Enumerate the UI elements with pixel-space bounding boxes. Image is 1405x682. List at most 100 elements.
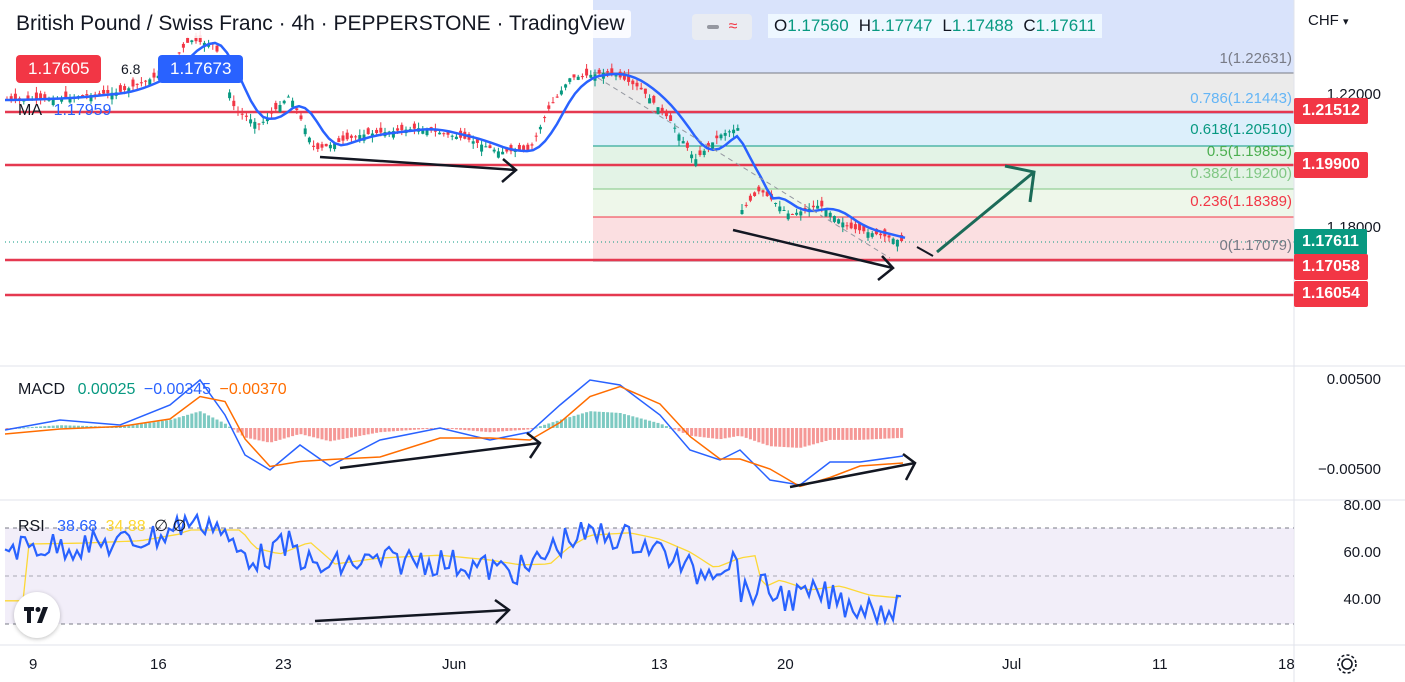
- candle-body: [102, 89, 106, 94]
- macd-bar: [589, 411, 593, 428]
- candle-body: [68, 97, 72, 103]
- macd-bar: [76, 425, 80, 428]
- macd-bar: [135, 424, 139, 428]
- candle-body: [513, 150, 517, 152]
- macd-bar: [114, 426, 118, 428]
- candle-body: [538, 126, 542, 130]
- candle-body: [547, 105, 551, 109]
- macd-bar: [887, 428, 891, 439]
- fib-zone-4: [593, 189, 1294, 217]
- indicator-toggle[interactable]: ≈: [692, 14, 752, 40]
- macd-bar: [118, 426, 122, 428]
- fib-zone-2: [593, 113, 1294, 146]
- sell-button[interactable]: 1.17605: [16, 55, 102, 83]
- ma-legend[interactable]: MA 1.17959: [18, 102, 111, 120]
- macd-bar: [202, 413, 206, 428]
- macd-bar: [299, 428, 303, 435]
- candle-body: [131, 79, 135, 87]
- settings-gear-icon[interactable]: [1337, 654, 1357, 674]
- macd-signal-value: −0.00370: [219, 381, 287, 398]
- fib-label-0236: 0.236(1.18389): [1190, 193, 1292, 210]
- candle-body: [496, 151, 500, 158]
- candle-body: [715, 135, 719, 139]
- macd-bar: [270, 428, 274, 443]
- macd-bar: [690, 428, 694, 436]
- candle-body: [257, 123, 261, 125]
- macd-bar: [362, 428, 366, 436]
- rsi-ma-value: 34.88: [105, 518, 146, 535]
- macd-bar: [18, 427, 22, 429]
- macd-bar: [186, 414, 190, 428]
- macd-bar: [866, 428, 870, 440]
- macd-bar: [694, 428, 698, 437]
- candle-body: [442, 133, 446, 135]
- macd-bar: [732, 428, 736, 437]
- bullish-arrow: [936, 164, 1036, 254]
- candle-body: [740, 210, 744, 215]
- macd-bar: [169, 419, 173, 428]
- macd-bar: [534, 427, 538, 429]
- candle-body: [669, 115, 673, 121]
- macd-bar: [622, 414, 626, 428]
- macd-bar: [761, 428, 765, 444]
- candle-body: [757, 186, 761, 192]
- tradingview-logo-icon[interactable]: [14, 592, 60, 638]
- macd-bar: [324, 428, 328, 441]
- macd-tick-1: 0.00500: [1326, 371, 1381, 388]
- candle-body: [127, 88, 131, 92]
- macd-bar: [853, 428, 857, 440]
- candle-body: [580, 76, 584, 78]
- candle-body: [274, 102, 278, 110]
- currency-selector[interactable]: CHF ▾: [1308, 12, 1349, 29]
- candle-body: [299, 115, 303, 120]
- candle-body: [782, 210, 786, 211]
- date-label-6: 20: [777, 656, 794, 673]
- macd-bar: [559, 419, 563, 428]
- macd-bar: [580, 413, 584, 428]
- rsi-legend[interactable]: RSI 38.68 34.88 ∅ ∅: [18, 516, 186, 536]
- macd-bar: [354, 428, 358, 437]
- candle-body: [135, 83, 139, 85]
- candle-body: [198, 35, 202, 43]
- candle-body: [811, 205, 815, 208]
- candle-body: [887, 235, 891, 238]
- macd-bar: [631, 416, 635, 428]
- candle-body: [375, 129, 379, 134]
- candle-body: [631, 80, 635, 85]
- candle-body: [454, 136, 458, 139]
- candle-body: [144, 80, 148, 82]
- macd-bar: [160, 421, 164, 428]
- macd-bar: [232, 428, 236, 430]
- candle-body: [706, 143, 710, 147]
- macd-bar: [513, 428, 517, 431]
- macd-bar: [807, 428, 811, 446]
- macd-bar: [816, 428, 820, 444]
- date-label-8: 11: [1152, 656, 1168, 673]
- macd-bar: [127, 425, 131, 428]
- candle-body: [324, 143, 328, 147]
- fib-label-0618: 0.618(1.20510): [1190, 121, 1292, 138]
- candle-body: [106, 90, 110, 94]
- macd-bar: [366, 428, 370, 435]
- macd-bar: [223, 423, 227, 428]
- macd-bar: [547, 423, 551, 428]
- macd-bar: [799, 428, 803, 448]
- candle-body: [673, 127, 677, 129]
- buy-button[interactable]: 1.17673: [158, 55, 244, 83]
- macd-bar: [47, 425, 51, 428]
- macd-bar: [198, 411, 202, 428]
- ma-line: [5, 41, 906, 240]
- macd-label: MACD: [18, 381, 66, 398]
- macd-bar: [194, 412, 198, 428]
- candle-body: [190, 40, 194, 43]
- exchange: PEPPERSTONE: [333, 12, 491, 35]
- symbol-title[interactable]: British Pound / Swiss Franc · 4h · PEPPE…: [10, 10, 631, 38]
- interval[interactable]: 4h: [291, 12, 315, 35]
- macd-bar: [862, 428, 866, 440]
- macd-legend[interactable]: MACD 0.00025 −0.00345 −0.00370: [18, 381, 287, 399]
- candle-body: [870, 233, 874, 237]
- macd-bar: [744, 428, 748, 438]
- candle-body: [450, 135, 454, 137]
- candle-body: [236, 111, 240, 113]
